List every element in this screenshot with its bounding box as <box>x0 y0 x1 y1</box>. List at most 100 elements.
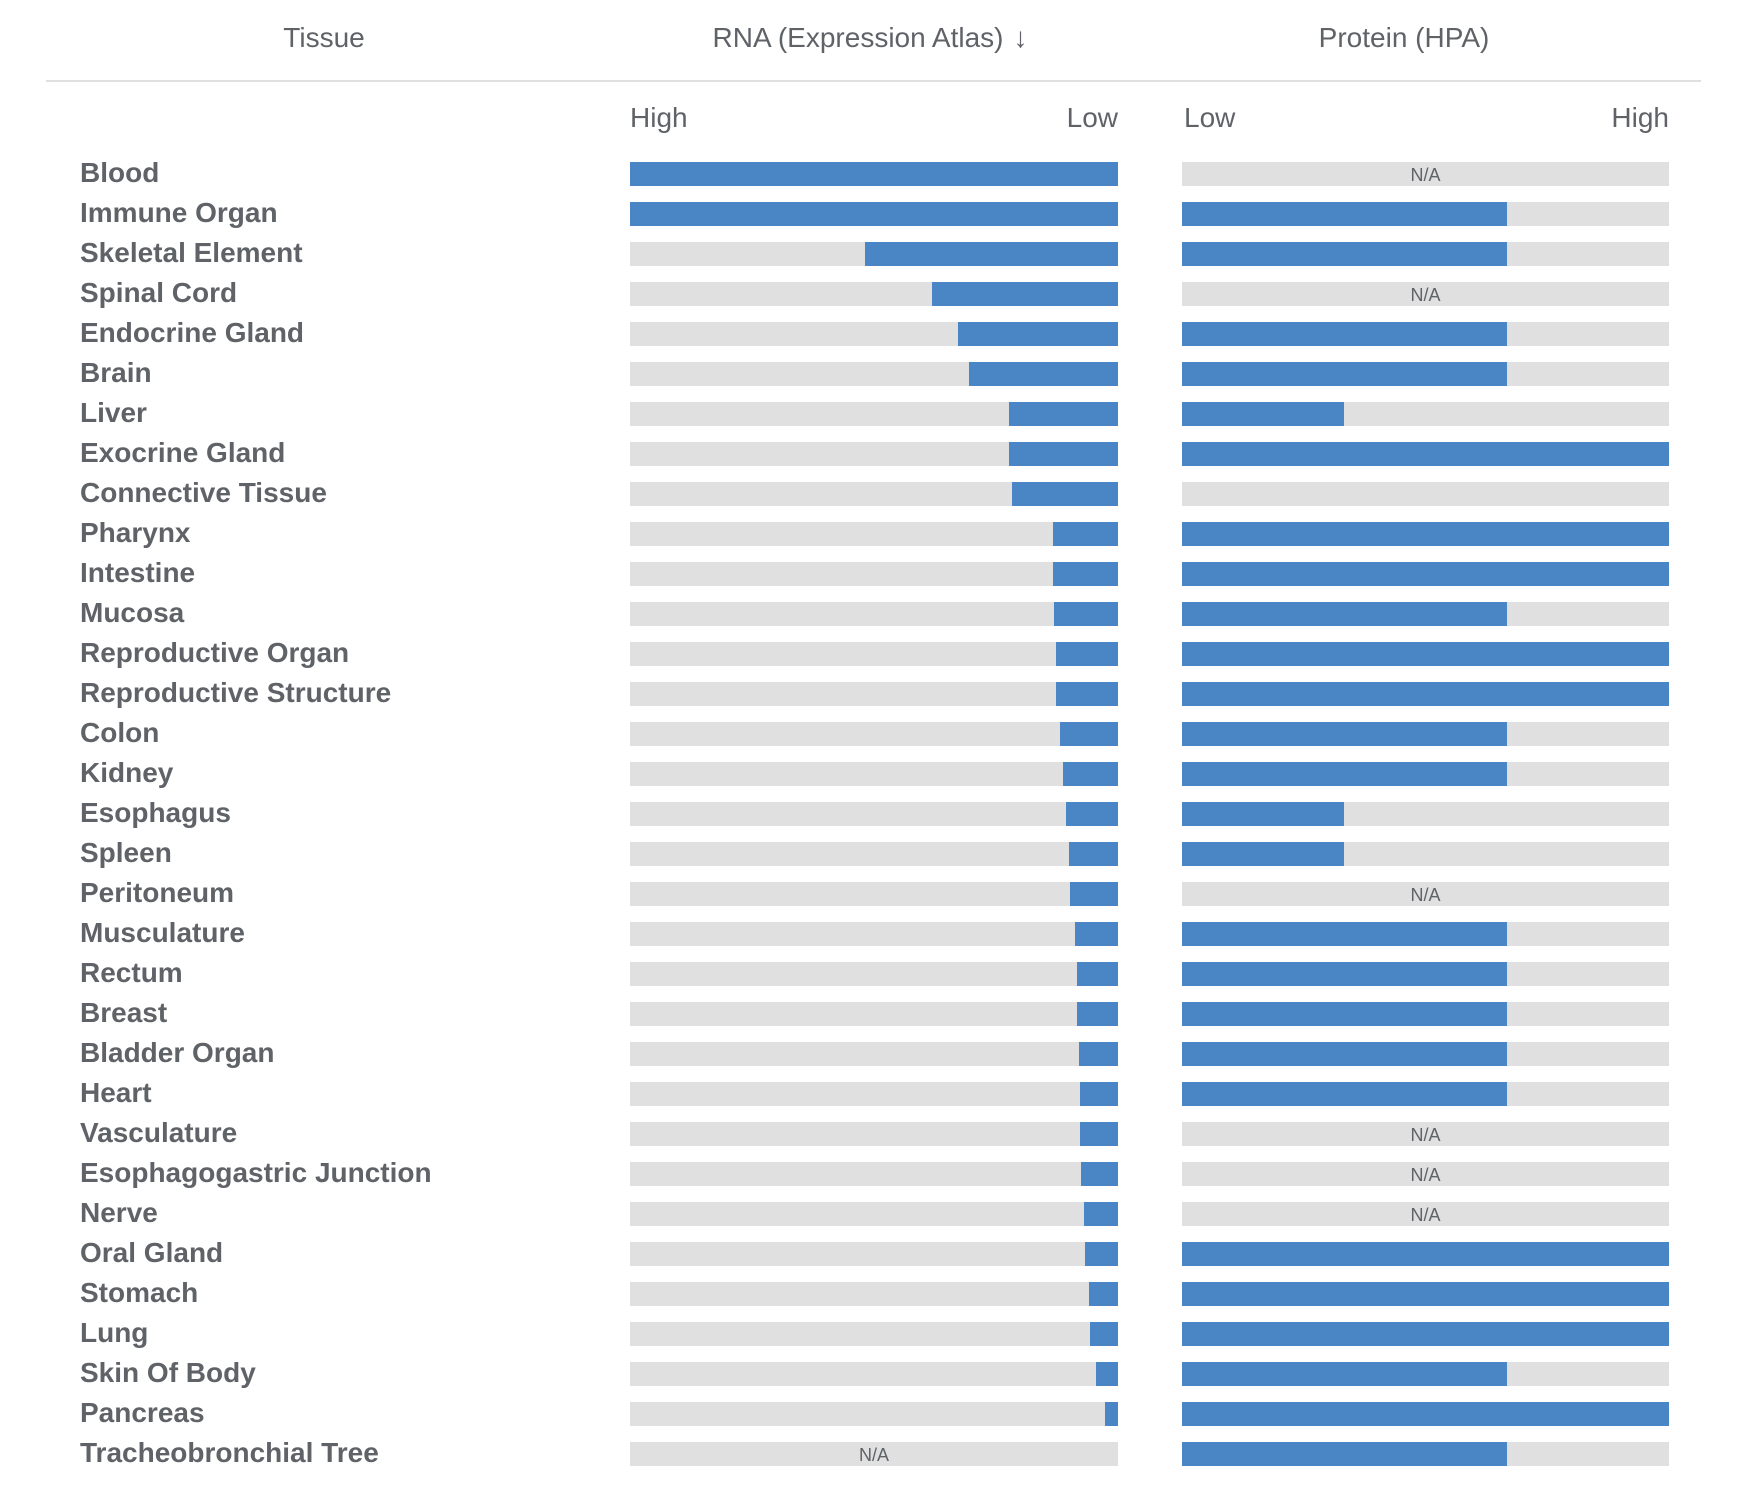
rna-bar-track <box>630 722 1118 746</box>
rna-bar-track <box>630 762 1118 786</box>
rna-bar-track <box>630 962 1118 986</box>
protein-bar-track <box>1182 1282 1669 1306</box>
protein-bar-track <box>1182 322 1669 346</box>
tissue-row[interactable]: Bladder Organ <box>0 1037 1747 1068</box>
tissue-row[interactable]: Nerve N/A <box>0 1197 1747 1228</box>
tissue-row[interactable]: Esophagogastric Junction N/A <box>0 1157 1747 1188</box>
tissue-label: Skin Of Body <box>80 1357 256 1388</box>
tissue-label: Pancreas <box>80 1397 205 1428</box>
tissue-label: Blood <box>80 157 160 188</box>
tissue-row[interactable]: Tracheobronchial Tree N/A <box>0 1437 1747 1468</box>
protein-bar-fill <box>1182 1042 1507 1066</box>
tissue-row[interactable]: Pharynx <box>0 517 1747 548</box>
protein-bar-track <box>1182 842 1669 866</box>
tissue-row[interactable]: Exocrine Gland <box>0 437 1747 468</box>
column-header-tissue[interactable]: Tissue <box>283 22 365 53</box>
tissue-label: Lung <box>80 1317 149 1348</box>
tissue-row[interactable]: Intestine <box>0 557 1747 588</box>
protein-bar-fill <box>1182 1242 1669 1266</box>
protein-bar-fill <box>1182 1402 1669 1426</box>
rna-bar-fill <box>1009 442 1118 466</box>
tissue-row[interactable]: Pancreas <box>0 1397 1747 1428</box>
protein-na-label: N/A <box>1410 1165 1441 1185</box>
tissue-row[interactable]: Liver <box>0 397 1747 428</box>
rna-bar-track <box>630 1082 1118 1106</box>
protein-bar-fill <box>1182 1442 1507 1466</box>
protein-bar-track <box>1182 242 1669 266</box>
rna-bar-fill <box>1080 1082 1118 1106</box>
protein-bar-track <box>1182 202 1669 226</box>
protein-bar-fill <box>1182 1282 1669 1306</box>
tissue-row[interactable]: Skin Of Body <box>0 1357 1747 1388</box>
tissue-row[interactable]: Stomach <box>0 1277 1747 1308</box>
tissue-row[interactable]: Oral Gland <box>0 1237 1747 1268</box>
rna-bar-fill <box>932 282 1118 306</box>
rna-bar-fill <box>1070 882 1118 906</box>
rna-bar-track <box>630 562 1118 586</box>
tissue-row[interactable]: Spinal Cord N/A <box>0 277 1747 308</box>
protein-bar-fill <box>1182 842 1344 866</box>
tissue-row[interactable]: Heart <box>0 1077 1747 1108</box>
protein-bar-track <box>1182 602 1669 626</box>
rna-bar-fill <box>1075 922 1118 946</box>
rna-bar-fill <box>1105 1402 1118 1426</box>
tissue-row[interactable]: Lung <box>0 1317 1747 1348</box>
protein-bar-track <box>1182 802 1669 826</box>
tissue-row[interactable]: Reproductive Organ <box>0 637 1747 668</box>
protein-bar-fill <box>1182 802 1344 826</box>
sort-descending-icon[interactable]: ↓ <box>1013 22 1028 53</box>
tissue-label: Reproductive Structure <box>80 677 392 708</box>
column-header-protein[interactable]: Protein (HPA) <box>1318 22 1490 53</box>
rna-bar-track <box>630 882 1118 906</box>
tissue-row[interactable]: Esophagus <box>0 797 1747 828</box>
protein-bar-fill <box>1182 922 1507 946</box>
tissue-row[interactable]: Blood N/A <box>0 157 1747 188</box>
tissue-label: Vasculature <box>80 1117 238 1148</box>
tissue-row[interactable]: Rectum <box>0 957 1747 988</box>
tissue-row[interactable]: Skeletal Element <box>0 237 1747 268</box>
tissue-row[interactable]: Peritoneum N/A <box>0 877 1747 908</box>
rna-bar-fill <box>1009 402 1118 426</box>
protein-bar-track <box>1182 722 1669 746</box>
tissue-label: Reproductive Organ <box>80 637 350 668</box>
tissue-label: Liver <box>80 397 147 428</box>
tissue-label: Spleen <box>80 837 172 868</box>
column-header-rna[interactable]: RNA (Expression Atlas) ↓ <box>713 22 1028 54</box>
protein-bar-track <box>1182 1082 1669 1106</box>
protein-bar-track <box>1182 522 1669 546</box>
protein-bar-fill <box>1182 762 1507 786</box>
rna-bar-track <box>630 682 1118 706</box>
tissue-row[interactable]: Connective Tissue <box>0 477 1747 508</box>
tissue-row[interactable]: Mucosa <box>0 597 1747 628</box>
tissue-row[interactable]: Brain <box>0 357 1747 388</box>
protein-bar-fill <box>1182 522 1669 546</box>
tissue-row[interactable]: Colon <box>0 717 1747 748</box>
rna-bar-fill <box>958 322 1118 346</box>
rna-bar-fill <box>1063 762 1118 786</box>
protein-bar-track: N/A <box>1182 1122 1669 1146</box>
rna-bar-track <box>630 602 1118 626</box>
rna-bar-track <box>630 322 1118 346</box>
tissue-row[interactable]: Reproductive Structure <box>0 677 1747 708</box>
tissue-row[interactable]: Kidney <box>0 757 1747 788</box>
rna-bar-track <box>630 1362 1118 1386</box>
tissue-label: Skeletal Element <box>80 237 303 268</box>
tissue-row[interactable]: Musculature <box>0 917 1747 948</box>
protein-bar-fill <box>1182 442 1669 466</box>
tissue-row[interactable]: Immune Organ <box>0 197 1747 228</box>
tissue-row[interactable]: Breast <box>0 997 1747 1028</box>
rna-bar-track <box>630 1282 1118 1306</box>
rna-bar-track <box>630 482 1118 506</box>
tissue-row[interactable]: Endocrine Gland <box>0 317 1747 348</box>
tissue-row[interactable]: Vasculature N/A <box>0 1117 1747 1148</box>
rna-bar-track <box>630 442 1118 466</box>
tissue-row[interactable]: Spleen <box>0 837 1747 868</box>
tissue-label: Esophagus <box>80 797 231 828</box>
rna-bar-fill <box>1077 1002 1118 1026</box>
tissue-label: Peritoneum <box>80 877 235 908</box>
protein-bar-track <box>1182 482 1669 506</box>
rna-bar-track <box>630 202 1118 226</box>
rna-bar-fill <box>1053 562 1118 586</box>
protein-bar-track: N/A <box>1182 1202 1669 1226</box>
rna-bar-fill <box>1085 1242 1118 1266</box>
